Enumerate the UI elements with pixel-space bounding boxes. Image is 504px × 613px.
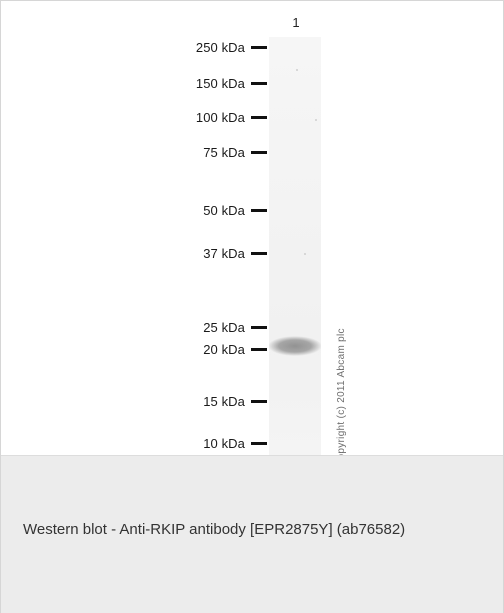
marker-label: 100 kDa [195, 109, 245, 125]
marker-label: 75 kDa [203, 144, 245, 160]
marker-row: 15 kDa [119, 393, 269, 409]
marker-tick [251, 347, 267, 351]
marker-tick [251, 208, 267, 212]
marker-tick [251, 115, 267, 119]
marker-row: 100 kDa [119, 109, 269, 125]
marker-label: 250 kDa [195, 39, 245, 55]
marker-label: 15 kDa [203, 393, 245, 409]
marker-row: 25 kDa [119, 319, 269, 335]
marker-label: 150 kDa [195, 75, 245, 91]
image-caption: Western blot - Anti-RKIP antibody [EPR28… [1, 455, 503, 613]
marker-row: 10 kDa [119, 435, 269, 451]
lane-number: 1 [292, 15, 300, 30]
marker-label: 25 kDa [203, 319, 245, 335]
marker-tick [251, 325, 267, 329]
speck [315, 119, 317, 121]
marker-label: 50 kDa [203, 202, 245, 218]
marker-row: 50 kDa [119, 202, 269, 218]
blot-lane [269, 37, 321, 463]
copyright-watermark: Copyright (c) 2011 Abcam plc [336, 328, 347, 467]
caption-text: Western blot - Anti-RKIP antibody [EPR28… [23, 521, 406, 538]
marker-label: 10 kDa [203, 435, 245, 451]
speck [296, 69, 298, 71]
speck [304, 253, 306, 255]
marker-label: 37 kDa [203, 245, 245, 261]
marker-tick [251, 399, 267, 403]
marker-tick [251, 251, 267, 255]
marker-row: 20 kDa [119, 341, 269, 357]
marker-tick [251, 441, 267, 445]
marker-row: 250 kDa [119, 39, 269, 55]
marker-tick [251, 81, 267, 85]
marker-tick [251, 150, 267, 154]
marker-row: 37 kDa [119, 245, 269, 261]
marker-row: 75 kDa [119, 144, 269, 160]
marker-label: 20 kDa [203, 341, 245, 357]
protein-band [269, 336, 321, 356]
marker-tick [251, 45, 267, 49]
marker-row: 150 kDa [119, 75, 269, 91]
western-blot-image[interactable]: 1 250 kDa 150 kDa 100 kDa [1, 1, 503, 467]
